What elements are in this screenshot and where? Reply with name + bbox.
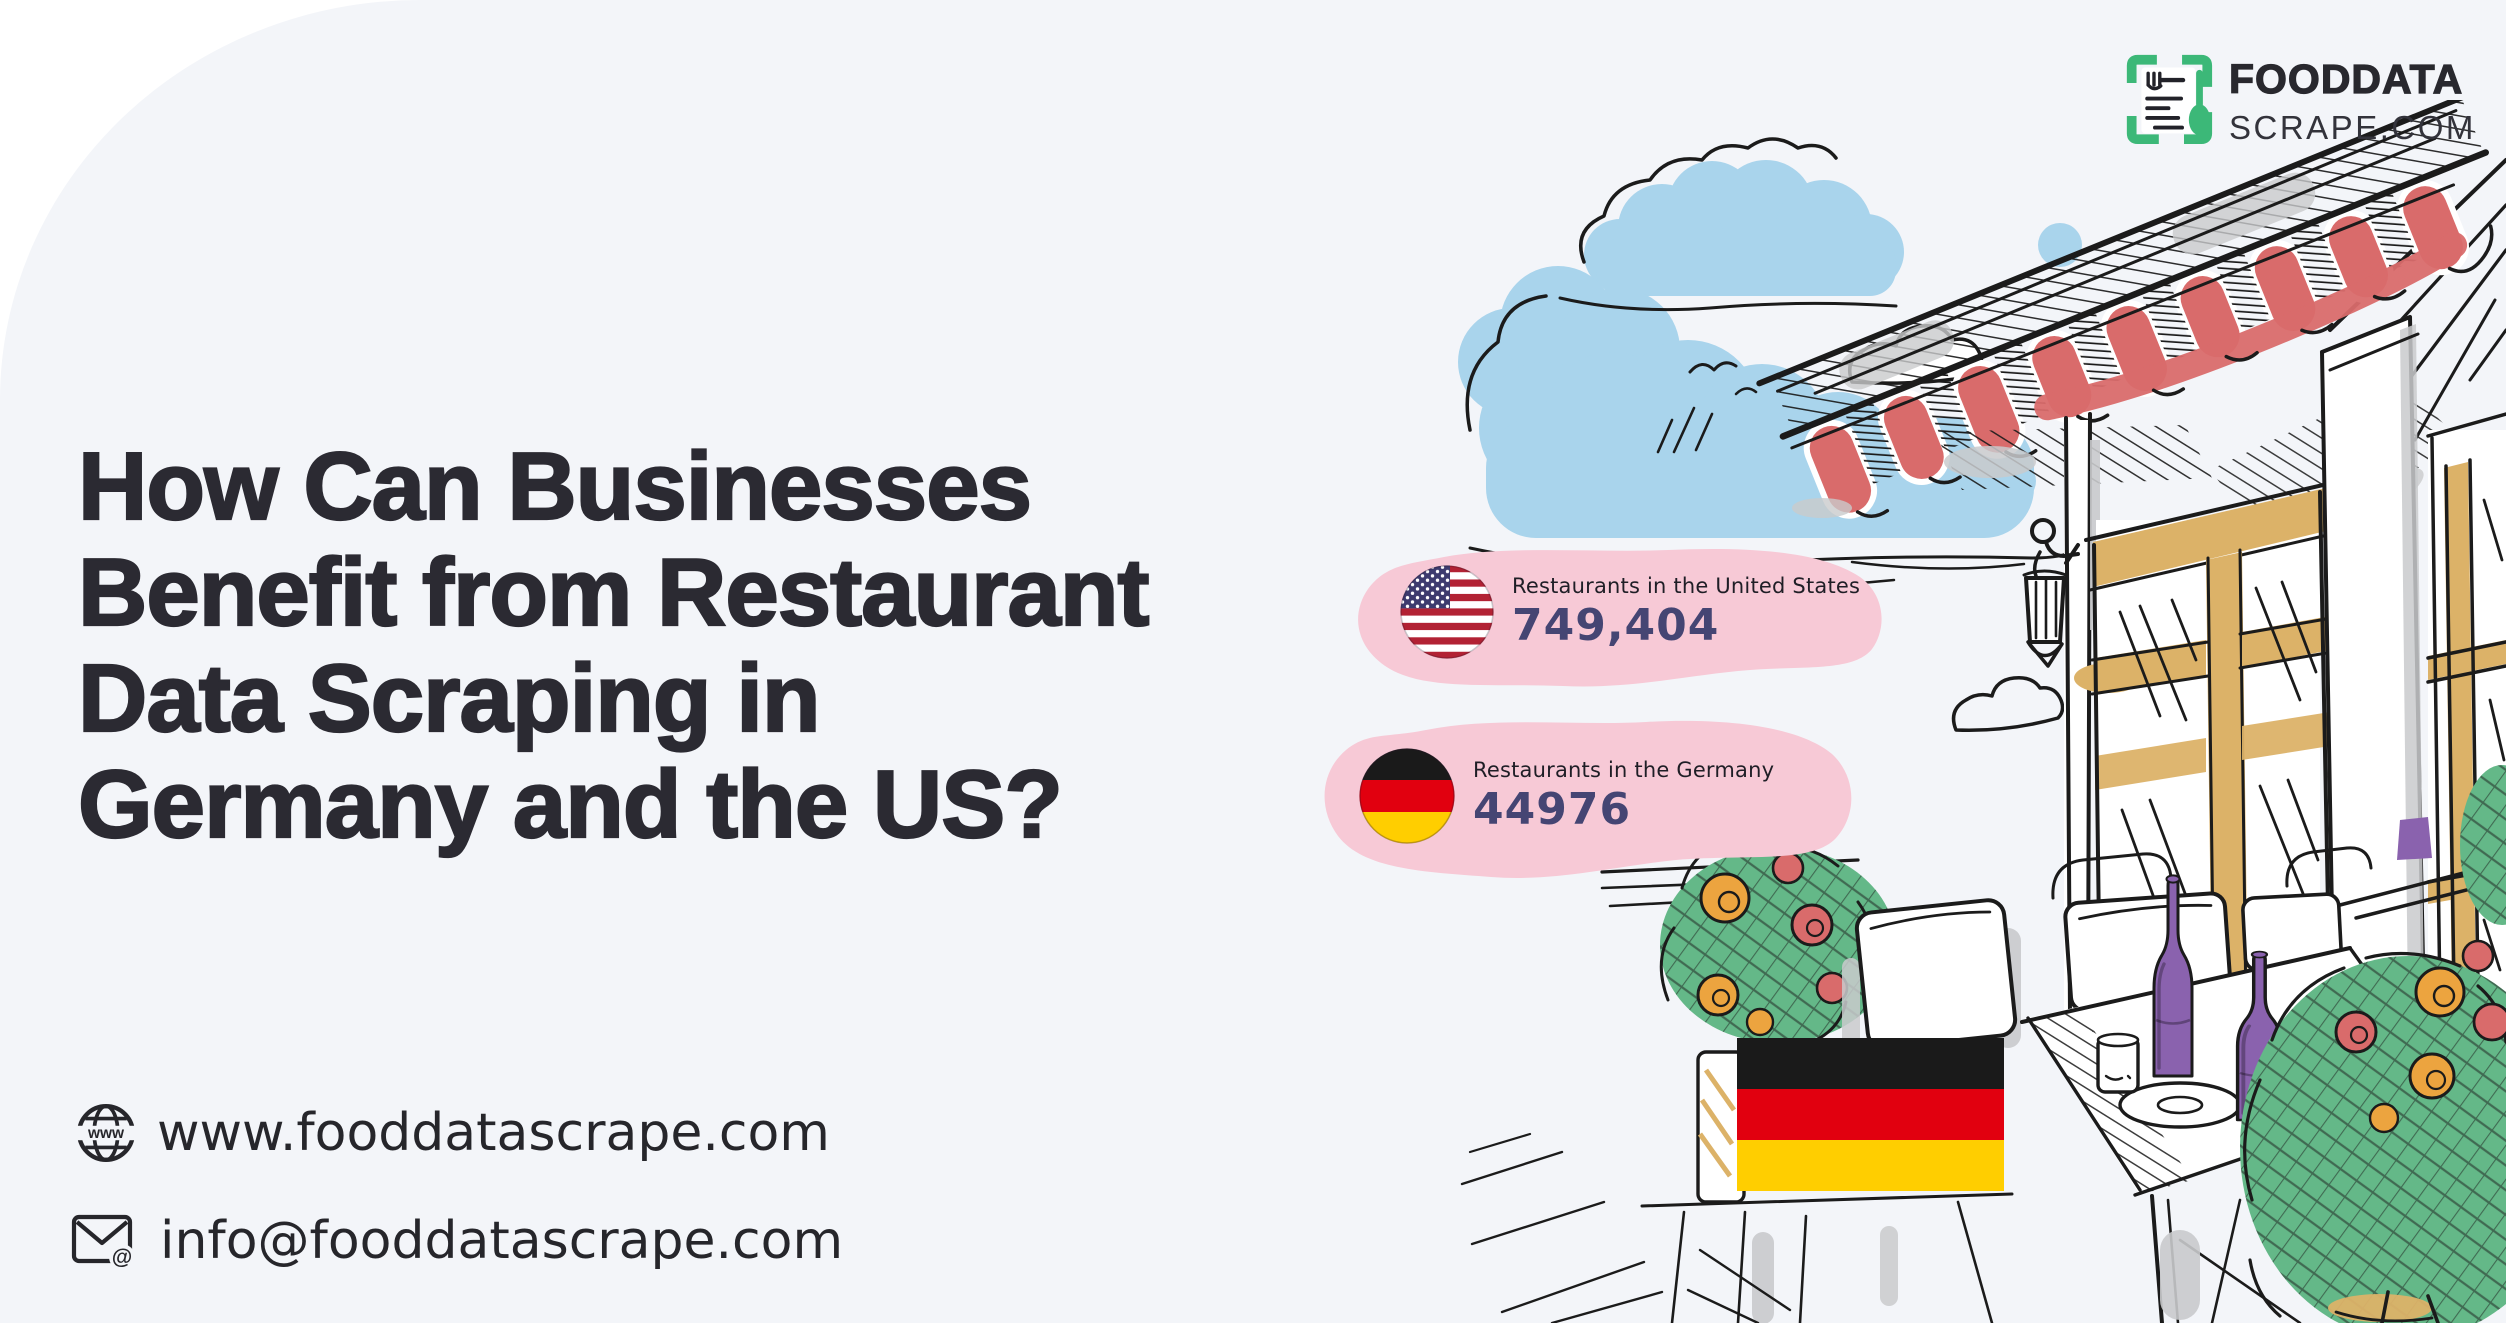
stat-badge-germany: Restaurants in the Germany 44976 xyxy=(1316,714,1858,888)
website-text: www.fooddatascrape.com xyxy=(157,1103,830,1163)
bush-fruits xyxy=(2334,939,2506,1134)
purple-cup xyxy=(2397,817,2432,860)
cup xyxy=(2096,1032,2140,1094)
us-flag-icon xyxy=(1400,565,1494,659)
stat-value-us: 749,404 xyxy=(1512,599,1720,651)
stat-label-us: Restaurants in the United States xyxy=(1512,573,1861,598)
logo-wordmark-top: FOODDATA xyxy=(2228,55,2464,102)
title-line: Benefit from Restaurant xyxy=(77,538,1151,646)
floor-sketch xyxy=(1460,1132,1664,1323)
logo-wordmark-bottom: SCRAPE.COM xyxy=(2229,109,2476,146)
flag-table xyxy=(1640,1038,2014,1323)
restaurant-illustration xyxy=(1458,100,2506,1323)
logo-icon xyxy=(2126,54,2213,145)
email-row[interactable]: @ info@fooddatascrape.com xyxy=(70,1208,843,1274)
germany-flag xyxy=(1737,1038,2004,1191)
stat-badge-us: Restaurants in the United States 749,404 xyxy=(1348,543,1885,693)
title-line: How Can Businesses xyxy=(77,432,1033,540)
lantern-icon xyxy=(2022,518,2080,668)
title-line: Germany and the US? xyxy=(77,750,1064,858)
globe-label: www xyxy=(87,1125,125,1142)
bush-large xyxy=(2240,765,2506,1323)
at-glyph: @ xyxy=(112,1246,132,1269)
bush-fruits xyxy=(1696,851,1849,1037)
seating xyxy=(1842,846,2373,1106)
plate xyxy=(2118,1081,2242,1129)
stat-label-germany: Restaurants in the Germany xyxy=(1473,757,1775,782)
pink-blob xyxy=(1324,720,1852,878)
email-text: info@fooddatascrape.com xyxy=(160,1211,844,1271)
email-icon: @ xyxy=(71,1214,135,1270)
fork-icon xyxy=(2146,71,2186,91)
germany-flag-icon xyxy=(1359,748,1455,844)
stat-value-germany: 44976 xyxy=(1473,783,1632,835)
pink-blob xyxy=(1358,548,1882,687)
title-line: Data Scraping in xyxy=(77,644,822,752)
menu-lines xyxy=(2145,96,2184,130)
globe-icon: www xyxy=(76,1104,136,1162)
spoon-icon xyxy=(2188,69,2211,136)
page-title: How Can Businesses Benefit from Restaura… xyxy=(77,432,1151,858)
bush-small xyxy=(1659,836,1896,1074)
website-row[interactable]: www www.fooddatascrape.com xyxy=(73,1100,830,1166)
logo: FOODDATA SCRAPE.COM xyxy=(2122,50,2476,147)
clouds-illustration xyxy=(1458,137,2082,732)
